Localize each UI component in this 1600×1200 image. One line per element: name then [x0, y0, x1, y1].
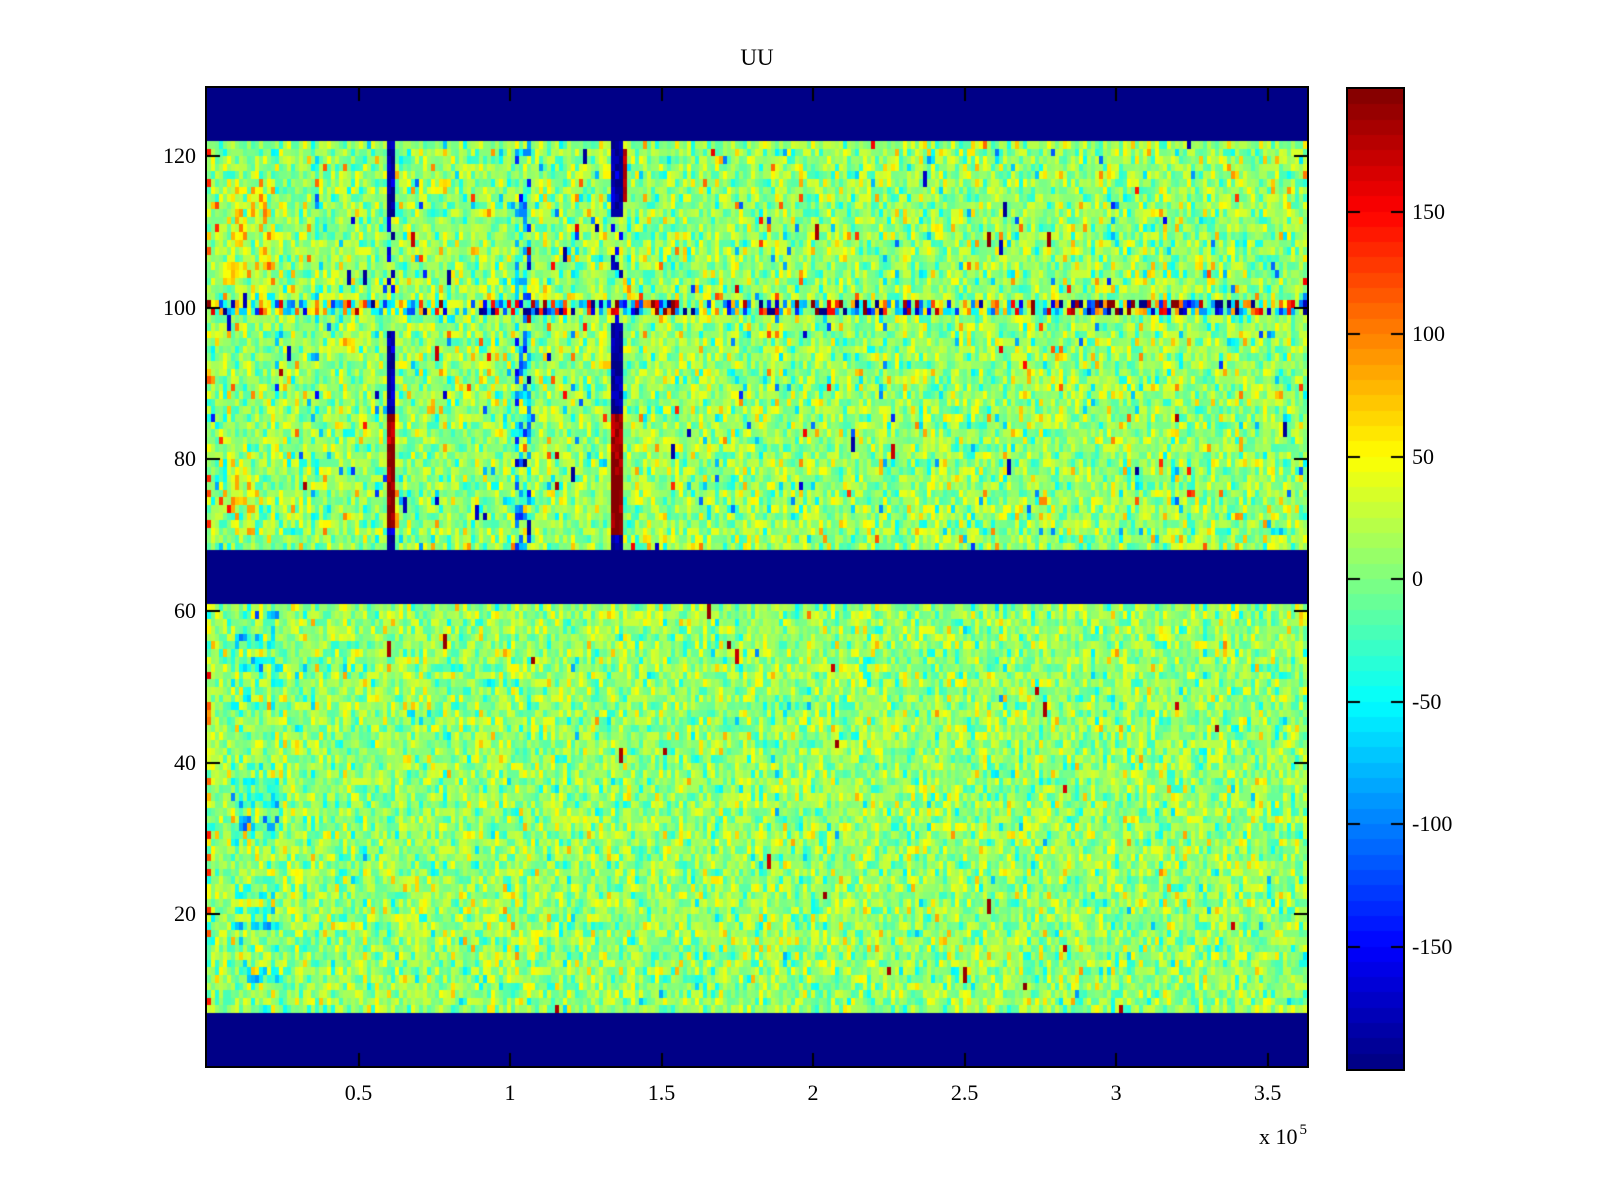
colorbar-tick-label: 150	[1412, 198, 1445, 224]
colorbar-tick-label: -100	[1412, 811, 1453, 836]
y-tick-label: 60	[174, 598, 196, 624]
exponent-prefix: x 10	[1259, 1124, 1298, 1149]
colorbar-tick-label: 100	[1412, 321, 1445, 346]
x-tick-label: 3.5	[1253, 1080, 1282, 1105]
y-tick-label: 80	[174, 446, 196, 472]
heatmap-canvas	[207, 88, 1307, 1066]
y-tick-label: 120	[163, 143, 196, 169]
colorbar-canvas	[1348, 89, 1403, 1069]
x-tick-label: 2	[807, 1080, 819, 1105]
plot-title: UU	[740, 45, 774, 70]
x-axis-exponent-label: x 10 5	[1157, 1122, 1308, 1153]
colorbar-frame	[1346, 87, 1405, 1071]
x-tick-label: 0.5	[344, 1080, 373, 1105]
x-tick-label: 1	[504, 1080, 516, 1105]
axes-frame	[205, 86, 1309, 1068]
colorbar-tick-label: -150	[1412, 933, 1453, 959]
x-tick-label: 2.5	[950, 1080, 979, 1105]
y-tick-label: 20	[174, 901, 196, 927]
y-tick-label: 100	[163, 294, 196, 320]
exponent-value: 5	[1299, 1122, 1308, 1138]
colorbar-tick-label: 50	[1412, 443, 1434, 469]
colorbar-tick-label: -50	[1412, 688, 1442, 714]
x-tick-label: 3	[1110, 1080, 1122, 1105]
colorbar-tick-label: 0	[1412, 566, 1423, 591]
x-tick-label: 1.5	[647, 1080, 676, 1105]
y-tick-label: 40	[174, 749, 196, 775]
